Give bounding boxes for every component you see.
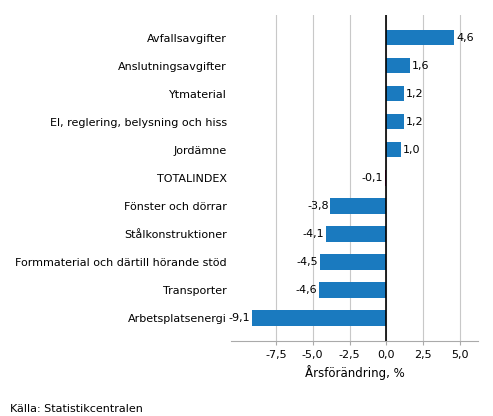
Bar [387, 142, 401, 158]
Bar [385, 170, 387, 186]
Text: -4,5: -4,5 [297, 257, 318, 267]
Bar [326, 226, 387, 242]
Bar [387, 86, 404, 102]
Bar [330, 198, 387, 213]
Bar [320, 254, 387, 270]
Text: Källa: Statistikcentralen: Källa: Statistikcentralen [10, 404, 143, 414]
Text: 4,6: 4,6 [456, 32, 474, 42]
Text: 1,2: 1,2 [406, 89, 423, 99]
Text: -9,1: -9,1 [229, 313, 250, 323]
Text: -0,1: -0,1 [362, 173, 383, 183]
Bar [387, 58, 410, 73]
Bar [387, 30, 455, 45]
Text: 1,2: 1,2 [406, 117, 423, 127]
X-axis label: Årsförändring, %: Årsförändring, % [305, 365, 405, 380]
Bar [252, 310, 387, 326]
Text: -4,6: -4,6 [295, 285, 317, 295]
Text: 1,6: 1,6 [412, 61, 429, 71]
Text: -3,8: -3,8 [307, 201, 329, 211]
Text: -4,1: -4,1 [303, 229, 324, 239]
Bar [387, 114, 404, 129]
Text: 1,0: 1,0 [403, 145, 421, 155]
Bar [318, 282, 387, 298]
